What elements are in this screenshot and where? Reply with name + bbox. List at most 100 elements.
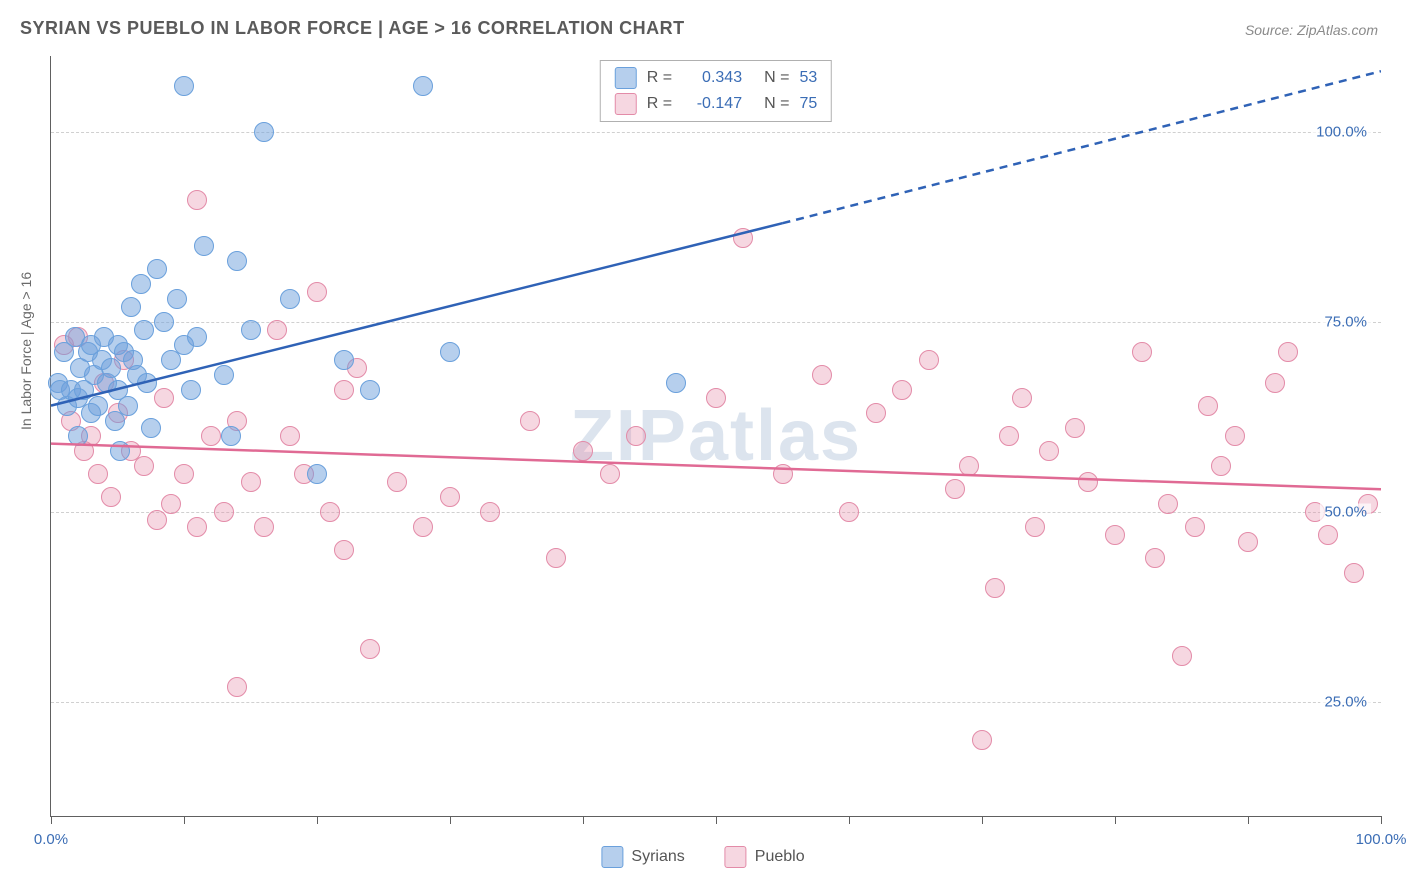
pueblo-point	[1198, 396, 1218, 416]
legend-swatch	[601, 846, 623, 868]
syrians-point	[181, 380, 201, 400]
source-attribution: Source: ZipAtlas.com	[1245, 22, 1378, 38]
syrians-point	[121, 297, 141, 317]
syrians-point	[241, 320, 261, 340]
syrians-point	[187, 327, 207, 347]
pueblo-point	[985, 578, 1005, 598]
pueblo-point	[320, 502, 340, 522]
pueblo-point	[812, 365, 832, 385]
pueblo-point	[1078, 472, 1098, 492]
pueblo-point	[1012, 388, 1032, 408]
syrians-point	[194, 236, 214, 256]
legend-swatch	[615, 67, 637, 89]
syrians-point	[154, 312, 174, 332]
x-tick	[1115, 816, 1116, 824]
syrians-point	[137, 373, 157, 393]
legend-swatch	[615, 93, 637, 115]
n-label: N =	[764, 95, 789, 113]
syrians-point	[174, 76, 194, 96]
syrians-point	[141, 418, 161, 438]
pueblo-point	[307, 282, 327, 302]
series-legend-item: Pueblo	[725, 846, 805, 868]
x-tick	[982, 816, 983, 824]
pueblo-point	[1344, 563, 1364, 583]
y-tick-label: 75.0%	[1320, 314, 1371, 331]
pueblo-point	[134, 456, 154, 476]
pueblo-point	[334, 540, 354, 560]
gridline	[51, 132, 1381, 133]
pueblo-point	[520, 411, 540, 431]
pueblo-point	[839, 502, 859, 522]
chart-title: SYRIAN VS PUEBLO IN LABOR FORCE | AGE > …	[20, 18, 685, 39]
syrians-point	[221, 426, 241, 446]
pueblo-point	[1039, 441, 1059, 461]
n-label: N =	[764, 69, 789, 87]
syrians-point	[88, 396, 108, 416]
gridline	[51, 512, 1381, 513]
syrians-point	[227, 251, 247, 271]
pueblo-point	[706, 388, 726, 408]
x-tick	[317, 816, 318, 824]
pueblo-point	[187, 190, 207, 210]
pueblo-point	[187, 517, 207, 537]
r-label: R =	[647, 69, 672, 87]
pueblo-point	[1318, 525, 1338, 545]
pueblo-point	[440, 487, 460, 507]
series-legend-label: Syrians	[631, 848, 684, 866]
x-tick-label: 100.0%	[1356, 831, 1406, 848]
n-value: 75	[799, 95, 817, 113]
syrians-point	[360, 380, 380, 400]
syrians-point	[131, 274, 151, 294]
x-tick	[583, 816, 584, 824]
r-label: R =	[647, 95, 672, 113]
syrians-point	[134, 320, 154, 340]
pueblo-point	[999, 426, 1019, 446]
syrians-point	[147, 259, 167, 279]
pueblo-point	[360, 639, 380, 659]
pueblo-point	[573, 441, 593, 461]
pueblo-point	[88, 464, 108, 484]
pueblo-point	[546, 548, 566, 568]
plot-area: ZIPatlas R =0.343N =53R =-0.147N =75 25.…	[50, 56, 1381, 817]
pueblo-point	[1225, 426, 1245, 446]
y-tick-label: 50.0%	[1320, 504, 1371, 521]
pueblo-point	[227, 677, 247, 697]
n-value: 53	[799, 69, 817, 87]
correlation-legend-row: R = -0.147 N = 75	[615, 91, 817, 117]
pueblo-point	[1145, 548, 1165, 568]
x-tick	[849, 816, 850, 824]
pueblo-point	[1025, 517, 1045, 537]
r-value: 0.343	[682, 69, 742, 87]
x-tick	[1381, 816, 1382, 824]
x-tick-label: 0.0%	[34, 831, 68, 848]
pueblo-point	[161, 494, 181, 514]
syrians-point	[334, 350, 354, 370]
y-tick-label: 100.0%	[1312, 124, 1371, 141]
pueblo-point	[626, 426, 646, 446]
pueblo-point	[600, 464, 620, 484]
r-value: -0.147	[682, 95, 742, 113]
y-axis-label: In Labor Force | Age > 16	[18, 272, 34, 430]
pueblo-point	[154, 388, 174, 408]
syrians-point	[167, 289, 187, 309]
correlation-legend-row: R = 0.343 N = 53	[615, 65, 817, 91]
syrians-point	[214, 365, 234, 385]
series-legend-item: Syrians	[601, 846, 684, 868]
pueblo-point	[1105, 525, 1125, 545]
x-tick	[51, 816, 52, 824]
pueblo-point	[101, 487, 121, 507]
syrians-point	[110, 441, 130, 461]
pueblo-point	[214, 502, 234, 522]
correlation-legend: R = 0.343 N = 53 R = -0.147 N = 75	[600, 60, 832, 122]
pueblo-point	[733, 228, 753, 248]
series-legend: Syrians Pueblo	[601, 846, 804, 868]
legend-swatch	[725, 846, 747, 868]
chart-container: SYRIAN VS PUEBLO IN LABOR FORCE | AGE > …	[0, 0, 1406, 892]
pueblo-point	[1158, 494, 1178, 514]
pueblo-point	[241, 472, 261, 492]
syrians-point	[307, 464, 327, 484]
gridline	[51, 702, 1381, 703]
pueblo-point	[1132, 342, 1152, 362]
pueblo-point	[267, 320, 287, 340]
pueblo-point	[1172, 646, 1192, 666]
